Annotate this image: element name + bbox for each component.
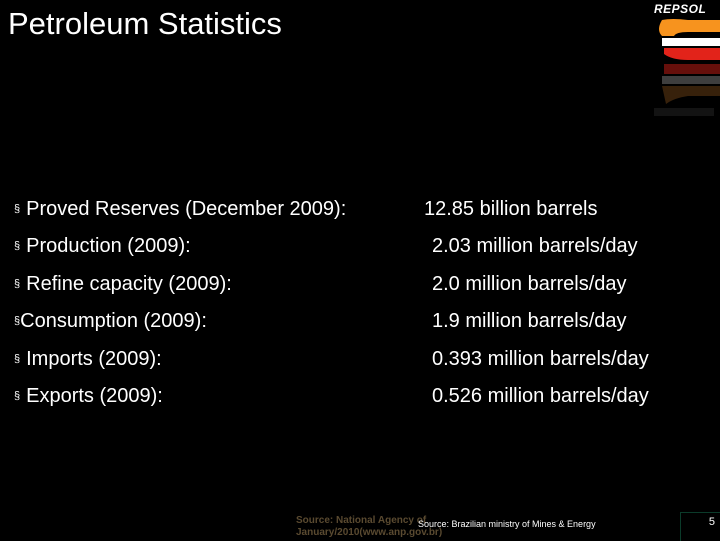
slide-title: Petroleum Statistics [8,6,282,41]
bullet-icon: § [14,203,21,215]
item-value: 0.526 million barrels/day [432,385,649,407]
footer-ghost-line: January/2010(www.anp.gov.br) [296,527,443,538]
item-value: 2.03 million barrels/day [432,235,638,257]
item-value: 0.393 million barrels/day [432,348,649,370]
bullet-icon: § [14,353,21,365]
list-item: § Refine capacity (2009): 2.0 million bar… [14,273,714,303]
bullet-icon: § [14,278,21,290]
footer-ghost-source: Source: National Agency of January/2010(… [296,515,442,539]
item-label: Production (2009): [26,235,191,257]
repsol-flame-icon [659,19,720,60]
item-label: Proved Reserves (December 2009): [26,198,347,220]
item-value: 1.9 million barrels/day [432,310,627,332]
logo-wordmark: REPSOL [654,2,707,16]
bullet-icon: § [14,390,21,402]
bullet-icon: § [14,315,21,327]
list-item: §Consumption (2009): 1.9 million barrels… [14,310,714,340]
list-item: § Exports (2009): 0.526 million barrels/d… [14,385,714,415]
repsol-reflection-icon [654,64,720,116]
bullet-icon: § [14,240,21,252]
list-item: § Proved Reserves (December 2009): 12.85 … [14,198,714,228]
item-value: 2.0 million barrels/day [432,273,627,295]
page-number: 5 [708,516,715,528]
repsol-logo: REPSOL [648,0,720,120]
item-label: Consumption (2009): [20,310,207,332]
list-item: § Imports (2009): 0.393 million barrels/d… [14,348,714,378]
footer-source: Source: Brazilian ministry of Mines & En… [418,519,596,529]
item-label: Refine capacity (2009): [26,273,232,295]
item-value: 12.85 billion barrels [424,198,598,220]
page-number-box: 5 [680,512,720,541]
list-item: § Production (2009): 2.03 million barrels… [14,235,714,265]
item-label: Exports (2009): [26,385,163,407]
footer-ghost-line: Source: National Agency of [296,515,427,526]
item-label: Imports (2009): [26,348,162,370]
